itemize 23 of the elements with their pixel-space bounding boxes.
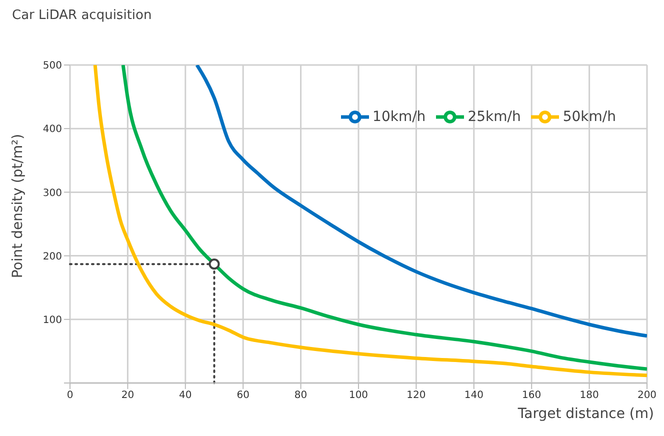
x-tick-label: 200	[637, 390, 657, 402]
y-tick-label: 100	[42, 314, 62, 326]
y-axis-title: Point density (pt/m²)	[10, 132, 26, 280]
legend-label: 50km/h	[562, 109, 616, 126]
x-tick-label: 120	[406, 390, 426, 402]
x-tick-label: 20	[121, 390, 134, 402]
y-tick-label: 300	[42, 188, 62, 199]
x-tick-label: 140	[464, 390, 484, 402]
x-tick-label: 160	[522, 390, 542, 402]
x-tick-label: 60	[236, 390, 250, 402]
y-tick-label: 500	[42, 60, 62, 72]
y-tick-label: 400	[42, 124, 62, 136]
chart-title: Car LiDAR acquisition	[12, 8, 152, 23]
x-tick-label: 0	[66, 390, 74, 402]
x-axis-title: Target distance (m)	[518, 406, 654, 422]
y-tick-label: 200	[42, 251, 62, 262]
x-tick-label: 40	[179, 390, 192, 402]
x-tick-label: 180	[580, 390, 599, 402]
legend-label: 10km/h	[372, 109, 426, 126]
line-series	[195, 65, 647, 338]
legend-label: 25km/h	[468, 109, 521, 126]
x-tick-label: 80	[294, 390, 308, 402]
x-tick-label: 100	[348, 390, 368, 402]
